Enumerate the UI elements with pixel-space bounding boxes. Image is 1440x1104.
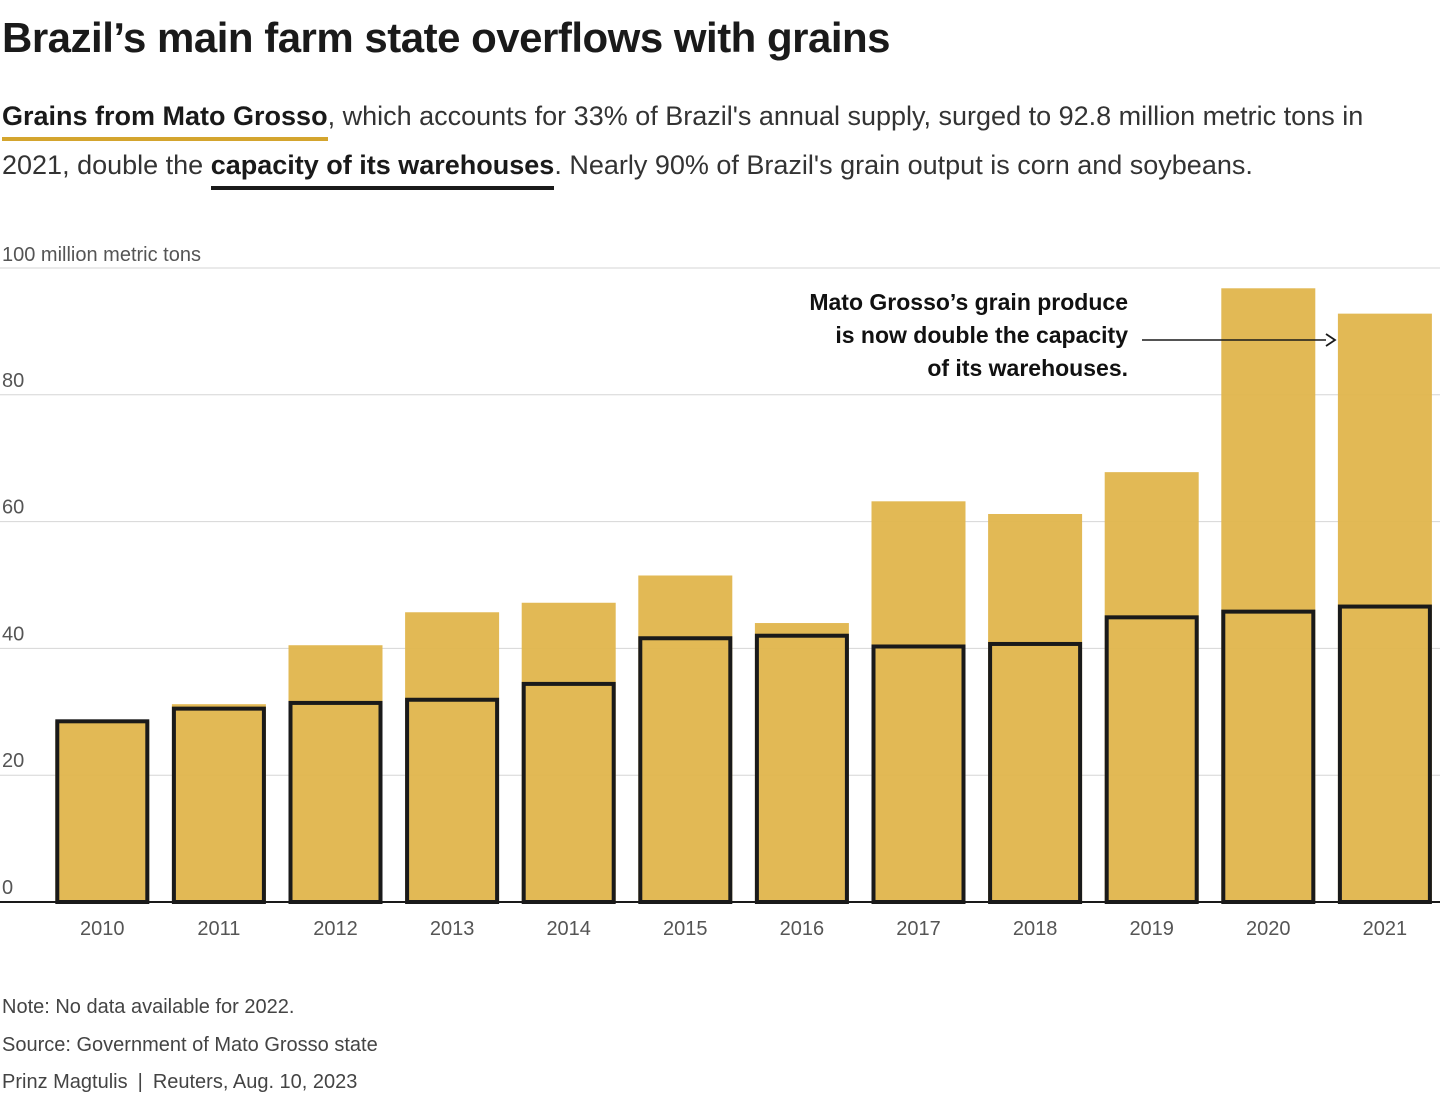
production-bar-2017: [871, 501, 966, 902]
production-bar-2013: [405, 612, 500, 902]
y-axis-ticks: 0 20 40 60 80: [2, 370, 24, 899]
x-tick-label-2014: 2014: [546, 918, 591, 940]
production-bar-2019: [1104, 472, 1199, 902]
annotation-line-1: Mato Grosso’s grain produce: [809, 289, 1128, 315]
subtitle-text-2: . Nearly 90% of Brazil's grain output is…: [554, 150, 1253, 180]
credit-separator: |: [137, 1071, 143, 1093]
x-tick-label-2010: 2010: [80, 918, 125, 940]
y-tick-label-40: 40: [2, 623, 24, 645]
production-bar-2018: [988, 513, 1083, 902]
x-tick-label-2011: 2011: [197, 918, 240, 940]
production-bar-2015: [638, 575, 733, 902]
x-axis-ticks: 2010 2011 2012 2013 2014 2015 2016 2017 2018 2019…: [80, 918, 1407, 940]
author-text: Prinz Magtulis: [2, 1071, 128, 1093]
source-text: Source: Government of Mato Grosso state: [2, 1034, 378, 1056]
production-bar-2012: [288, 645, 383, 902]
x-tick-label-2021: 2021: [1363, 918, 1408, 940]
production-bar-2020: [1221, 288, 1316, 903]
note-text: Note: No data available for 2022.: [2, 996, 295, 1018]
subtitle-text-1: , which accounts for 33% of Brazil's ann…: [2, 101, 1364, 180]
outlet-date-text: Reuters, Aug. 10, 2023: [152, 1071, 358, 1093]
x-tick-label-2016: 2016: [780, 918, 825, 940]
x-tick-label-2013: 2013: [430, 918, 475, 940]
production-bar-2011: [171, 704, 266, 902]
y-tick-label-0: 0: [2, 877, 13, 899]
production-bar-2016: [754, 623, 849, 902]
y-tick-label-80: 80: [2, 370, 24, 392]
annotation: Mato Grosso’s grain produce is now doubl…: [809, 289, 1337, 381]
x-tick-label-2019: 2019: [1129, 918, 1174, 940]
x-tick-label-2012: 2012: [313, 918, 358, 940]
credit-line: Prinz Magtulis | Reuters, Aug. 10, 2023: [2, 1071, 357, 1094]
x-tick-label-2018: 2018: [1013, 918, 1058, 940]
capacity-link[interactable]: capacity of its warehouses: [210, 150, 555, 190]
y-tick-label-60: 60: [2, 497, 24, 519]
x-tick-label-2015: 2015: [663, 918, 708, 940]
x-tick-label-2017: 2017: [896, 918, 941, 940]
annotation-line-2: is now double the capacity: [835, 322, 1128, 348]
production-bars: [55, 288, 1432, 903]
x-tick-label-2020: 2020: [1246, 918, 1291, 940]
production-bar-2010: [55, 721, 150, 902]
y-tick-label-20: 20: [2, 750, 24, 772]
chart-subtitle: Grains from Mato Grosso, which accounts …: [2, 92, 1438, 190]
production-bar-2014: [521, 602, 616, 902]
y-axis-unit-label: 100 million metric tons: [2, 244, 201, 266]
annotation-line-3: of its warehouses.: [927, 355, 1128, 381]
arrow-icon: [1325, 333, 1337, 347]
chart-title: Brazil’s main farm state overflows with …: [2, 14, 891, 61]
grains-link[interactable]: Grains from Mato Grosso: [2, 101, 328, 141]
capacity-outlines: [55, 604, 1432, 905]
